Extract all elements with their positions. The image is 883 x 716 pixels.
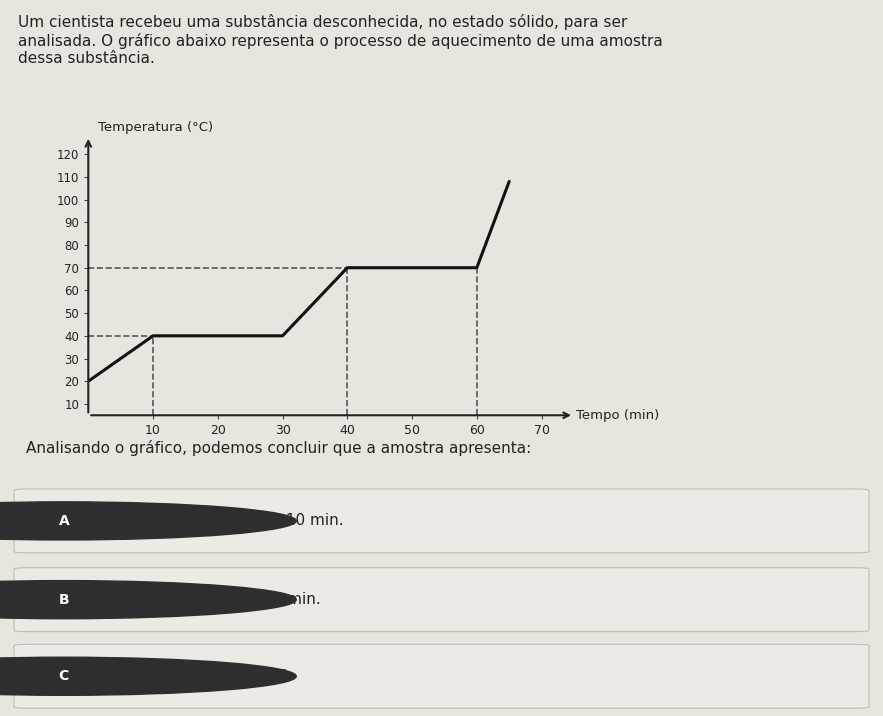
Text: duração da fusão de 20 min.: duração da fusão de 20 min. [102, 592, 321, 607]
Text: ponto de fusão de 70 °C.: ponto de fusão de 70 °C. [102, 669, 292, 684]
Circle shape [0, 657, 297, 695]
FancyBboxPatch shape [14, 489, 869, 553]
Text: Tempo (min): Tempo (min) [576, 409, 659, 422]
Text: duração da ebulição de 10 min.: duração da ebulição de 10 min. [102, 513, 343, 528]
Text: A: A [58, 514, 69, 528]
Circle shape [0, 581, 297, 619]
Circle shape [0, 502, 297, 540]
FancyBboxPatch shape [14, 644, 869, 708]
Text: C: C [58, 669, 69, 683]
FancyBboxPatch shape [14, 568, 869, 632]
Text: Um cientista recebeu uma substância desconhecida, no estado sólido, para ser
ana: Um cientista recebeu uma substância desc… [18, 14, 662, 67]
Text: B: B [58, 593, 69, 606]
Text: Analisando o gráfico, podemos concluir que a amostra apresenta:: Analisando o gráfico, podemos concluir q… [26, 440, 532, 455]
Text: Temperatura (°C): Temperatura (°C) [98, 121, 213, 134]
